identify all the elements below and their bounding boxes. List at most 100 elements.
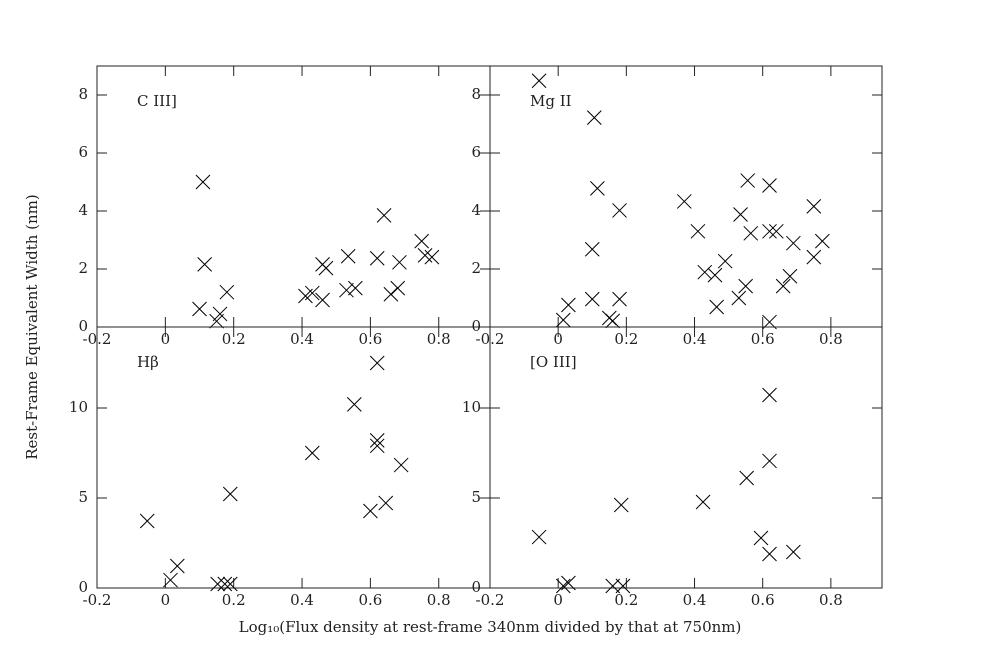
point <box>304 445 320 461</box>
point <box>590 181 605 196</box>
point <box>346 397 362 412</box>
point <box>612 203 627 218</box>
point <box>197 257 213 272</box>
point <box>531 529 547 545</box>
y-tick-label: 5 <box>78 488 88 506</box>
point <box>163 572 178 588</box>
point <box>762 453 777 469</box>
point <box>695 494 711 510</box>
point <box>222 486 238 502</box>
y-tick-label: 8 <box>471 85 481 103</box>
point <box>555 312 571 328</box>
point <box>707 267 723 283</box>
point <box>217 576 233 592</box>
x-tick-label: 0.4 <box>683 330 707 348</box>
point <box>762 387 777 403</box>
panel-frame <box>489 326 883 589</box>
point <box>605 313 621 329</box>
y-tick-label: 0 <box>78 317 88 335</box>
x-tick-label: 0 <box>553 591 563 609</box>
panel-label: Hβ <box>137 353 159 371</box>
y-tick-label: 2 <box>78 259 88 277</box>
point <box>605 578 621 594</box>
point <box>417 248 433 263</box>
y-tick-label: 6 <box>78 143 88 161</box>
point <box>363 503 378 519</box>
point <box>555 578 571 594</box>
point <box>390 280 406 296</box>
point <box>348 280 363 296</box>
point <box>786 235 801 251</box>
x-tick-label: 0.6 <box>751 591 775 609</box>
point <box>740 173 756 188</box>
point <box>782 268 798 284</box>
panel-label: Mg II <box>530 92 572 110</box>
point <box>369 250 385 266</box>
point <box>315 292 330 308</box>
point <box>806 199 822 214</box>
x-tick-label: 0.6 <box>751 330 775 348</box>
point <box>676 194 692 209</box>
point <box>586 110 602 125</box>
point <box>561 575 576 591</box>
point <box>169 558 185 574</box>
x-tick-label: 0 <box>161 330 171 348</box>
x-tick-label: 0.4 <box>290 591 314 609</box>
x-tick-label: 0.4 <box>290 330 314 348</box>
point <box>414 233 430 249</box>
y-tick-label: 0 <box>471 317 481 335</box>
y-tick-label: 0 <box>471 578 481 596</box>
point <box>690 223 706 239</box>
y-tick-label: 5 <box>471 488 481 506</box>
point <box>339 282 354 298</box>
point <box>731 290 747 306</box>
point <box>584 241 600 257</box>
point <box>340 248 356 264</box>
x-tick-label: 0.8 <box>819 330 843 348</box>
y-axis-label: Rest-Frame Equivalent Width (nm) <box>23 194 41 460</box>
point <box>768 223 784 239</box>
point <box>814 233 830 249</box>
y-tick-label: 10 <box>69 398 88 416</box>
point <box>369 355 385 371</box>
x-tick-label: -0.2 <box>476 591 505 609</box>
point <box>222 576 238 592</box>
x-axis-label: Log₁₀(Flux density at rest-frame 340nm d… <box>239 618 742 636</box>
point <box>612 291 627 307</box>
point <box>717 253 733 269</box>
point <box>762 223 777 239</box>
point <box>697 264 713 280</box>
point <box>210 576 225 592</box>
point <box>762 546 777 562</box>
point <box>739 470 755 486</box>
point <box>786 544 801 560</box>
point <box>709 299 725 315</box>
point <box>738 278 754 294</box>
y-tick-label: 2 <box>471 259 481 277</box>
point <box>613 497 629 513</box>
point <box>806 249 822 265</box>
x-tick-label: 0.2 <box>222 591 246 609</box>
y-tick-label: 0 <box>78 578 88 596</box>
x-tick-label: 0.6 <box>358 330 382 348</box>
point <box>209 313 224 329</box>
x-tick-label: 0.8 <box>819 591 843 609</box>
point <box>318 260 334 276</box>
point <box>615 578 631 594</box>
point <box>219 284 235 300</box>
point <box>383 286 399 302</box>
point <box>369 438 385 454</box>
y-tick-label: 4 <box>78 201 88 219</box>
point <box>424 249 440 265</box>
panel-label: [O III] <box>530 353 577 371</box>
x-tick-label: 0 <box>161 591 171 609</box>
panel-label: C III] <box>137 92 177 110</box>
point <box>753 530 769 546</box>
point <box>376 207 392 223</box>
x-tick-label: 0.2 <box>222 330 246 348</box>
point <box>212 306 228 322</box>
